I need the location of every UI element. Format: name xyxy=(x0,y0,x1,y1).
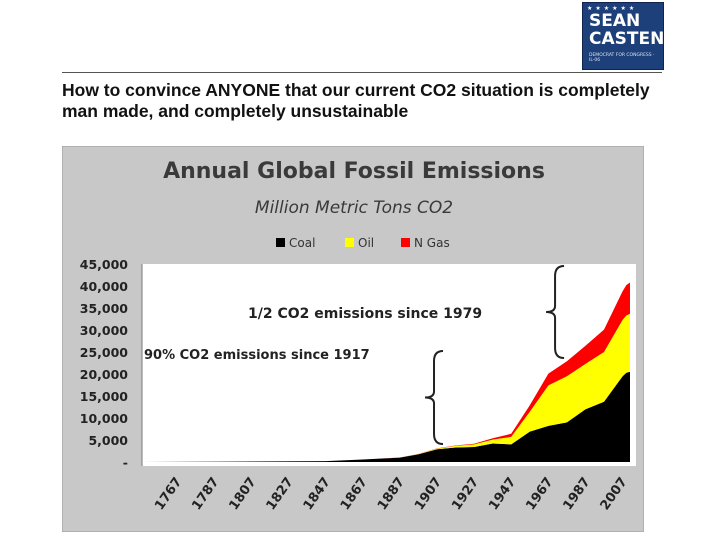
y-tick-label: 45,000 xyxy=(80,257,129,272)
emissions-chart: Annual Global Fossil Emissions Million M… xyxy=(61,145,645,533)
legend-label: Coal xyxy=(289,236,315,250)
chart-annotations: 1/2 CO2 emissions since 1979 90% CO2 emis… xyxy=(144,265,565,445)
y-tick-label: 15,000 xyxy=(80,389,129,404)
chart-subtitle: Million Metric Tons CO2 xyxy=(255,198,453,218)
y-tick-label: 35,000 xyxy=(80,301,129,316)
y-tick-label: 20,000 xyxy=(80,367,129,382)
y-tick-label: 5,000 xyxy=(88,433,128,448)
legend-item-n-gas: N Gas xyxy=(401,236,450,250)
legend-swatch xyxy=(401,238,410,247)
legend-label: Oil xyxy=(358,236,374,250)
chart-legend: Coal Oil N Gas xyxy=(276,236,450,250)
slide-heading: How to convince ANYONE that our current … xyxy=(62,80,650,121)
y-tick-label: - xyxy=(123,455,128,470)
annotation-half-since-1979: 1/2 CO2 emissions since 1979 xyxy=(248,306,482,322)
series-area-coal xyxy=(142,371,630,462)
legend-swatch xyxy=(345,238,354,247)
campaign-logo: ★★★★★★ SEAN CASTEN DEMOCRAT FOR CONGRESS… xyxy=(582,2,664,70)
y-tick-label: 40,000 xyxy=(80,279,129,294)
legend-item-oil: Oil xyxy=(345,236,374,250)
y-axis-ticks: - 5,000 10,000 15,000 20,000 25,000 30,000 35,0… xyxy=(80,257,129,470)
legend-item-coal: Coal xyxy=(276,236,315,250)
chart-title: Annual Global Fossil Emissions xyxy=(163,159,545,184)
logo-line-1: SEAN xyxy=(589,11,641,31)
annotation-ninety-since-1917: 90% CO2 emissions since 1917 xyxy=(144,348,370,363)
logo-subtext: DEMOCRAT FOR CONGRESS · IL-06 xyxy=(589,53,655,63)
logo-line-2: CASTEN xyxy=(589,29,665,49)
legend-label: N Gas xyxy=(414,236,450,250)
y-tick-label: 10,000 xyxy=(80,411,129,426)
logo-stars: ★★★★★★ xyxy=(587,5,638,12)
legend-swatch xyxy=(276,238,285,247)
emissions-chart-image: Annual Global Fossil Emissions Million M… xyxy=(61,145,645,533)
y-tick-label: 25,000 xyxy=(80,345,129,360)
chart-areas xyxy=(142,282,630,462)
header-divider xyxy=(62,72,662,73)
y-tick-label: 30,000 xyxy=(80,323,129,338)
